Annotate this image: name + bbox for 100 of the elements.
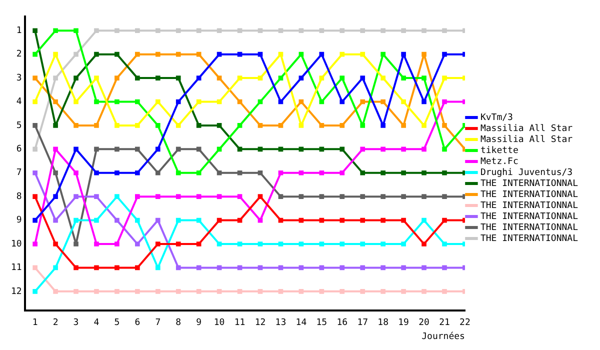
point	[155, 123, 160, 128]
point	[135, 99, 140, 104]
point	[380, 242, 386, 246]
point	[340, 99, 345, 104]
point	[135, 242, 140, 246]
point	[442, 242, 447, 246]
point	[196, 265, 202, 270]
point	[298, 242, 304, 246]
point	[53, 123, 58, 128]
point	[176, 218, 181, 223]
point	[258, 194, 263, 200]
point	[401, 76, 406, 80]
point	[422, 218, 426, 223]
point	[53, 194, 58, 200]
legend-label: THE INTERNATIONNAL	[480, 222, 578, 233]
point	[360, 123, 366, 128]
point	[237, 170, 242, 176]
point	[380, 218, 386, 223]
point	[196, 170, 202, 176]
point	[155, 146, 160, 152]
legend-label: Massilia All Star	[480, 124, 574, 134]
point	[278, 265, 284, 270]
point	[155, 218, 160, 223]
point	[237, 265, 242, 270]
y-tick-label: 1	[16, 26, 22, 36]
point	[196, 28, 202, 34]
point	[319, 242, 324, 246]
point	[360, 28, 366, 34]
point	[258, 52, 263, 57]
point	[94, 170, 99, 176]
point	[135, 146, 140, 152]
point	[401, 289, 406, 294]
point	[32, 242, 38, 246]
point	[114, 170, 120, 176]
point	[176, 170, 181, 176]
point	[380, 194, 386, 200]
point	[32, 123, 38, 128]
point	[237, 99, 242, 104]
point	[114, 123, 120, 128]
point	[176, 123, 181, 128]
point	[319, 123, 324, 128]
point	[380, 52, 386, 57]
point	[237, 76, 242, 80]
legend-label: THE INTERNATIONNAL	[480, 178, 578, 189]
point	[94, 218, 99, 223]
point	[298, 76, 304, 80]
x-tick-label: 20	[418, 318, 430, 328]
x-tick-label: 16	[336, 318, 348, 328]
point	[176, 99, 181, 104]
point	[74, 242, 78, 246]
legend-label: THE INTERNATIONNAL	[480, 234, 578, 244]
point	[278, 52, 284, 57]
point	[216, 52, 222, 57]
point	[196, 242, 202, 246]
point	[74, 289, 78, 294]
point	[258, 99, 263, 104]
legend-label: Massilia All Star	[480, 134, 574, 145]
x-tick-label: 13	[275, 318, 286, 328]
point	[216, 146, 222, 152]
point	[298, 289, 304, 294]
point	[94, 289, 99, 294]
x-tick-label: 17	[357, 318, 368, 328]
x-tick-label: 22	[460, 318, 470, 328]
point	[216, 289, 222, 294]
x-tick-label: 19	[398, 318, 409, 328]
point	[258, 146, 263, 152]
point	[114, 28, 120, 34]
point	[176, 194, 181, 200]
point	[216, 218, 222, 223]
y-tick-label: 10	[10, 239, 22, 250]
point	[216, 194, 222, 200]
point	[340, 76, 345, 80]
point	[298, 146, 304, 152]
point	[319, 265, 324, 270]
point	[401, 123, 406, 128]
point	[442, 289, 447, 294]
point	[216, 242, 222, 246]
point	[340, 242, 345, 246]
point	[53, 242, 58, 246]
legend-label: THE INTERNATIONNAL	[480, 200, 578, 211]
point	[74, 28, 78, 34]
point	[258, 28, 263, 34]
point	[94, 28, 99, 34]
point	[155, 265, 160, 270]
point	[298, 170, 304, 176]
point	[216, 265, 222, 270]
point	[442, 28, 447, 34]
point	[278, 170, 284, 176]
point	[196, 194, 202, 200]
point	[360, 52, 366, 57]
point	[380, 123, 386, 128]
point	[442, 52, 447, 57]
point	[237, 289, 242, 294]
point	[380, 76, 386, 80]
point	[319, 146, 324, 152]
point	[74, 265, 78, 270]
point	[32, 52, 38, 57]
x-tick-label: 21	[439, 318, 450, 328]
point	[422, 289, 426, 294]
point	[135, 123, 140, 128]
